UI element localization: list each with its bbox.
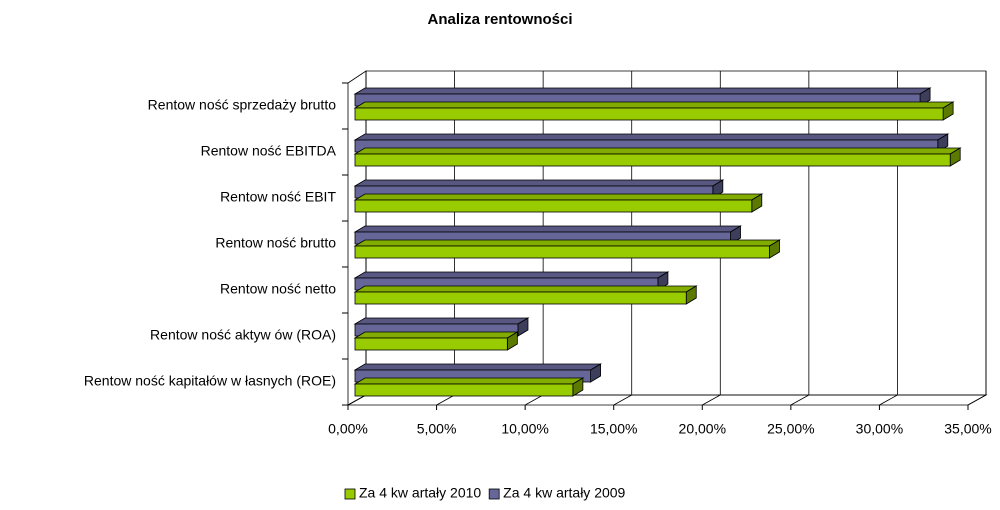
x-tick-label: 0,00%: [328, 421, 368, 437]
bar: [354, 199, 753, 213]
x-tick-label: 20,00%: [679, 421, 726, 437]
x-tick-label: 25,00%: [767, 421, 814, 437]
bar-top: [353, 147, 962, 155]
y-tick-label: Rentow ność EBITDA: [201, 143, 337, 159]
bar-top: [353, 87, 932, 95]
floor-grid-line: [613, 394, 632, 406]
legend-swatch: [488, 488, 500, 500]
bar-top: [353, 225, 742, 233]
floor-grid-line: [702, 394, 721, 406]
legend-label: Za 4 kw artały 2010: [359, 485, 481, 501]
y-tick-label: Rentow ność netto: [220, 281, 336, 297]
y-tick-label: Rentow ność brutto: [215, 235, 336, 251]
bar: [354, 383, 574, 397]
floor: [346, 394, 988, 406]
y-tick-label: Rentow ność EBIT: [220, 189, 336, 205]
bar: [354, 245, 770, 259]
bar-top: [353, 101, 955, 109]
x-tick-label: 10,00%: [501, 421, 548, 437]
y-tick-label: Rentow ność aktyw ów (ROA): [150, 327, 336, 343]
bar-top: [353, 285, 698, 293]
bar-top: [353, 193, 764, 201]
bar-top: [353, 317, 530, 325]
bar-top: [353, 271, 670, 279]
chart-title: Analiza rentowności: [427, 11, 572, 28]
bar: [354, 291, 687, 305]
bar-top: [353, 363, 603, 371]
floor-grid-line: [790, 394, 810, 406]
floor-grid-line: [524, 394, 544, 406]
floor-grid-line: [347, 394, 367, 406]
x-tick-label: 15,00%: [590, 421, 637, 437]
x-tick-label: 5,00%: [417, 421, 457, 437]
y-tick-label: Rentow ność kapitałów w łasnych (ROE): [84, 373, 336, 389]
x-tick-label: 35,00%: [944, 421, 991, 437]
x-tick-label: 30,00%: [856, 421, 903, 437]
floor-grid-line: [436, 394, 455, 406]
bar: [354, 107, 944, 121]
bar-top: [353, 377, 585, 385]
floor-grid-line: [967, 394, 987, 406]
bar-top: [353, 133, 950, 141]
bar-top: [353, 239, 781, 247]
y-tick-label: Rentow ność sprzedaży brutto: [148, 97, 337, 113]
bar-top: [353, 179, 725, 187]
floor-grid-line: [879, 394, 898, 406]
legend-label: Za 4 kw artały 2009: [503, 485, 625, 501]
bar: [354, 153, 951, 167]
legend-swatch: [344, 488, 356, 500]
bar-top: [353, 331, 519, 339]
bar: [354, 337, 508, 351]
